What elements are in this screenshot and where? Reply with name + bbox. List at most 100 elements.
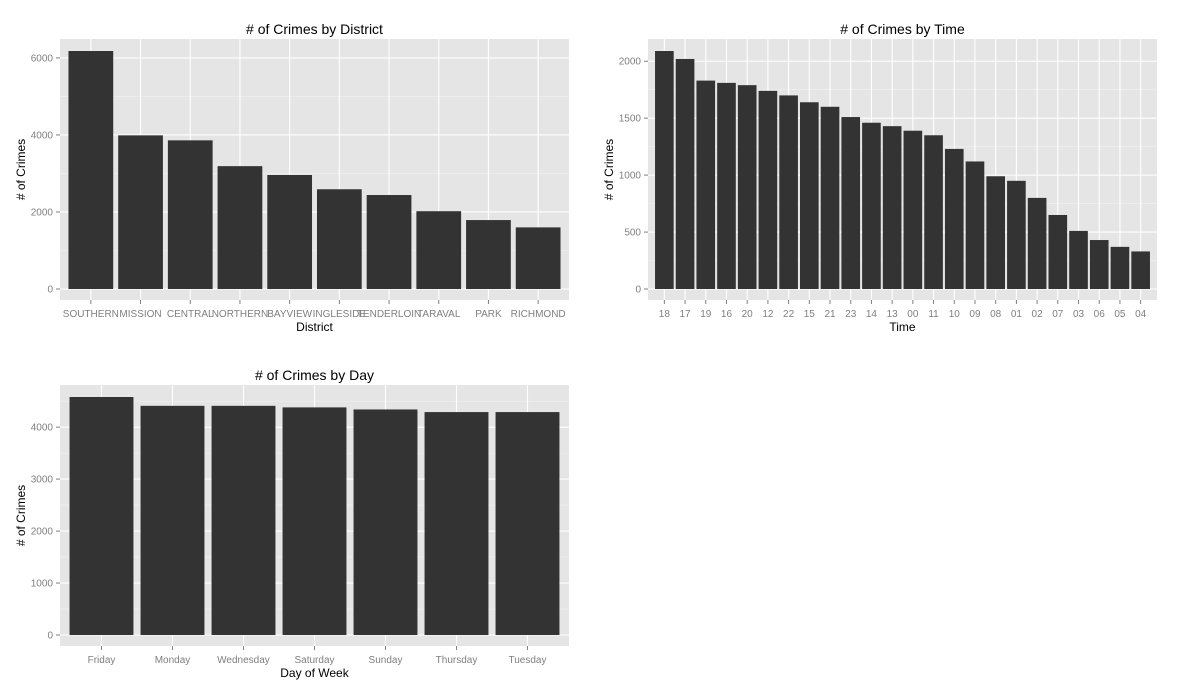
x-tick-label-saturday: Saturday [294, 655, 334, 666]
bar-ingleside [316, 189, 362, 289]
bar-07 [1048, 214, 1068, 289]
y-axis-title: # of Crimes [602, 139, 616, 200]
y-tick-label: 0 [47, 285, 53, 296]
bar-12 [758, 90, 778, 289]
y-tick-label: 6000 [31, 53, 54, 64]
y-tick-label: 500 [624, 228, 641, 239]
bar-11 [924, 135, 943, 289]
x-tick-label-08: 08 [990, 309, 1002, 320]
bar-wednesday [211, 405, 276, 635]
bar-03 [1069, 230, 1088, 289]
y-tick-label: 2000 [31, 207, 54, 218]
bar-northern [217, 166, 263, 289]
bar-sunday [353, 409, 418, 635]
x-tick-label-mission: MISSION [119, 309, 161, 320]
bar-central [167, 140, 213, 289]
bar-10 [944, 148, 964, 289]
bar-19 [696, 80, 716, 289]
bar-15 [799, 102, 819, 289]
bar-saturday [282, 407, 347, 635]
x-tick-label-21: 21 [824, 309, 836, 320]
bar-park [466, 220, 511, 289]
x-tick-label-07: 07 [1052, 309, 1064, 320]
x-axis-title: District [296, 320, 333, 334]
y-tick-label: 3000 [31, 475, 54, 486]
district-chart: 0 2000 4000 6000 SOUTHERN MISSION CENTRALNORTH… [14, 21, 569, 334]
bar-richmond [515, 227, 561, 289]
x-tick-label-01: 01 [1011, 309, 1023, 320]
x-tick-label-bayview: BAYVIEW [267, 309, 312, 320]
y-tick-label: 4000 [31, 423, 54, 434]
x-tick-label-northern: NORTHERN [212, 309, 268, 320]
bar-20 [737, 85, 757, 289]
x-tick-label-18: 18 [659, 309, 671, 320]
x-tick-label-14: 14 [866, 309, 878, 320]
bar-mission [118, 135, 163, 289]
bar-00 [903, 130, 923, 289]
bar-01 [1007, 180, 1026, 289]
x-tick-label-13: 13 [887, 309, 899, 320]
x-tick-label-monday: Monday [155, 655, 191, 666]
y-tick-label: 0 [47, 631, 53, 642]
x-tick-label-15: 15 [804, 309, 816, 320]
x-tick-label-tenderloin: TENDERLOIN [357, 309, 421, 320]
x-tick-label-tuesday: Tuesday [509, 655, 547, 666]
bar-16 [717, 82, 736, 290]
y-axis-title: # of Crimes [14, 485, 28, 546]
x-tick-label-central: CENTRAL [167, 309, 214, 320]
bar-18 [655, 51, 674, 289]
bar-tuesday [495, 412, 560, 635]
bar-06 [1089, 240, 1109, 289]
x-tick-label-sunday: Sunday [369, 655, 403, 666]
bar-22 [779, 95, 798, 289]
x-tick-label-23: 23 [845, 309, 857, 320]
chart-title: # of Crimes by District [246, 21, 383, 37]
bar-23 [841, 117, 861, 289]
bar-08 [986, 176, 1006, 289]
x-tick-label-10: 10 [949, 309, 961, 320]
x-tick-label-16: 16 [721, 309, 733, 320]
y-tick-label: 1000 [619, 171, 642, 182]
bar-13 [882, 126, 902, 289]
x-tick-label-park: PARK [475, 309, 502, 320]
y-tick-label: 1500 [619, 114, 642, 125]
x-tick-label-05: 05 [1114, 309, 1126, 320]
y-tick-label: 1000 [31, 579, 54, 590]
x-axis-title: Day of Week [280, 666, 349, 680]
bar-bayview [267, 175, 313, 289]
chart-title: # of Crimes by Time [840, 21, 965, 37]
x-tick-label-taraval: TARAVAL [417, 309, 461, 320]
x-axis-title: Time [889, 320, 916, 334]
x-tick-label-06: 06 [1094, 309, 1106, 320]
bar-taraval [416, 211, 462, 289]
y-tick-label: 4000 [31, 130, 54, 141]
x-tick-label-ingleside: INGLESIDE [313, 309, 367, 320]
x-tick-label-09: 09 [969, 309, 981, 320]
y-axis-title: # of Crimes [14, 139, 28, 200]
x-tick-label-friday: Friday [88, 655, 116, 666]
chart-title: # of Crimes by Day [255, 367, 374, 383]
bar-14 [862, 122, 881, 289]
x-tick-label-12: 12 [762, 309, 774, 320]
x-tick-label-02: 02 [1032, 309, 1044, 320]
x-tick-label-20: 20 [742, 309, 754, 320]
x-tick-label-11: 11 [928, 309, 939, 320]
x-tick-label-richmond: RICHMOND [511, 309, 566, 320]
bar-09 [965, 161, 985, 289]
y-tick-label: 2000 [619, 57, 642, 68]
bar-tenderloin [366, 195, 412, 289]
bar-17 [675, 58, 695, 290]
x-tick-label-00: 00 [907, 309, 919, 320]
x-tick-label-22: 22 [783, 309, 795, 320]
bar-04 [1131, 251, 1150, 289]
bar-21 [820, 106, 840, 289]
y-tick-label: 0 [635, 285, 641, 296]
x-tick-label-wednesday: Wednesday [217, 655, 270, 666]
y-tick-label: 2000 [31, 527, 54, 538]
bar-friday [69, 397, 134, 635]
bar-02 [1027, 197, 1047, 289]
bar-monday [140, 405, 205, 635]
